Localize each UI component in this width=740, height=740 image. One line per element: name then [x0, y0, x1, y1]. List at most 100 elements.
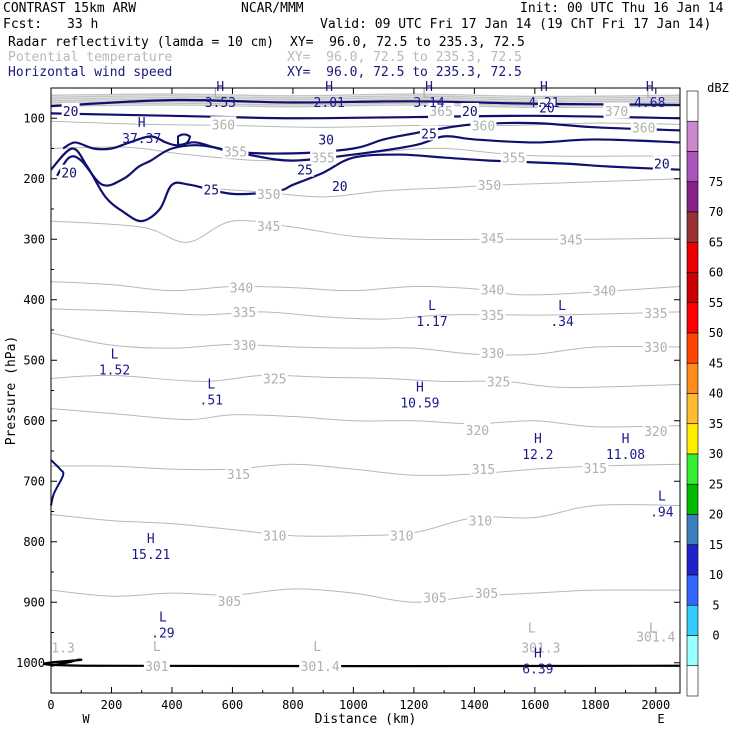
colorbar-cell: [686, 272, 699, 304]
axes: 0 200 400 600 800 1000 1200 1400 1600 1800 2000 100…: [4, 88, 680, 727]
x-axis-label: Distance (km): [315, 712, 417, 727]
y-tick-label: 700: [23, 474, 45, 488]
theta-label-350-bg: [476, 176, 503, 192]
theta-label-310-bg: [261, 527, 288, 543]
colorbar-label: 40: [709, 387, 723, 401]
y-tick-label: 300: [23, 232, 45, 246]
theta-label-350: 350: [257, 188, 280, 203]
theta-label-305: 305: [423, 591, 446, 606]
x-end-label-west: W: [82, 712, 90, 726]
theta-label-misc: 301: [145, 660, 168, 675]
theta-label-355-bg: [310, 149, 337, 165]
theta-label-335-bg: [642, 305, 669, 321]
theta-extreme-L: L: [649, 622, 657, 637]
colorbar-cell: [686, 181, 699, 213]
wind-extreme-value: .34: [550, 315, 574, 330]
theta-label-310-bg: [467, 512, 494, 528]
wind-extreme-L: L: [558, 299, 566, 314]
wind-label-20-bg: [60, 164, 79, 180]
wind-extreme-H: H: [534, 647, 542, 662]
reflectivity-contour: [50, 459, 65, 506]
theta-label-335: 335: [481, 309, 504, 324]
wind-contour-closed: [177, 133, 192, 146]
wind-extreme-H: H: [646, 80, 654, 95]
theta-label-305-bg: [422, 589, 449, 605]
theta-extreme-L: L: [213, 87, 221, 102]
y-tick-label: 100: [23, 111, 45, 125]
theta-label-360: 360: [472, 120, 495, 135]
colorbar-cell: [686, 151, 699, 183]
theta-label-320: 320: [644, 425, 667, 440]
theta-label-345-bg: [479, 230, 506, 246]
colorbar-label: 5: [712, 598, 719, 612]
theta-label-315-bg: [582, 459, 609, 475]
colorbar-cell: [686, 302, 699, 334]
theta-label-325: 325: [487, 375, 510, 390]
theta-line-340: [50, 281, 681, 296]
theta-label-355-bg: [222, 143, 249, 159]
theta-label-340: 340: [481, 283, 504, 298]
colorbar-cell: [686, 483, 699, 515]
y-tick-label: 400: [23, 293, 45, 307]
wind-extreme-L: L: [111, 347, 119, 362]
wind-extreme-value: .94: [650, 505, 674, 520]
theta-label-330-bg: [479, 344, 506, 360]
theta-label-misc-bg: [50, 639, 77, 655]
theta-extreme-L: L: [528, 622, 536, 637]
colorbar-cell: [686, 90, 699, 122]
colorbar: 0 5 10 15 20 25 30 35 40 45 50 55 60 65 70 75 dBZ: [686, 81, 729, 697]
theta-label-335-bg: [479, 306, 506, 322]
wind-label-20-bg: [537, 99, 556, 115]
theta-line-345: [50, 220, 681, 243]
x-tick-label: 1000: [339, 698, 368, 712]
wind-label-25: 25: [297, 164, 313, 179]
x-tick-label: 1200: [399, 698, 428, 712]
x-tick-label: 1800: [581, 698, 610, 712]
x-tick-label: 200: [101, 698, 123, 712]
colorbar-cell: [686, 665, 699, 697]
wind-label-25: 25: [203, 184, 219, 199]
theta-label-345: 345: [481, 232, 504, 247]
colorbar-cell: [686, 241, 699, 273]
theta-line-330: [50, 332, 681, 356]
theta-label-315-bg: [470, 461, 497, 477]
wind-label-25: 25: [421, 127, 437, 142]
x-end-label-east: E: [657, 712, 664, 726]
theta-label-305-bg: [473, 585, 500, 601]
theta-label-360: 360: [212, 118, 235, 133]
theta-label-misc: 301.4: [301, 660, 340, 675]
colorbar-cell: [686, 544, 699, 576]
wind-extreme-value: 12.2: [522, 448, 553, 463]
theta-extreme-L: L: [153, 640, 161, 655]
theta-label-305-bg: [216, 593, 243, 609]
wind-extreme-L: L: [658, 489, 666, 504]
theta-line-325: [50, 374, 681, 389]
colorbar-cell: [686, 211, 699, 243]
y-tick-label: 900: [23, 595, 45, 609]
colorbar-label: 25: [709, 477, 723, 491]
wind-extreme-H: H: [622, 432, 630, 447]
theta-label-305: 305: [218, 595, 241, 610]
theta-label-335: 335: [233, 306, 256, 321]
wind-label-25-bg: [296, 161, 315, 177]
colorbar-label: 20: [709, 508, 723, 522]
wind-label-20: 20: [332, 180, 348, 195]
field-name-theta: Potential temperature: [8, 50, 173, 65]
field-xy-reflectivity: XY= 96.0, 72.5 to 235.3, 72.5: [290, 35, 525, 50]
colorbar-cell: [686, 574, 699, 606]
theta-label-misc-bg: [143, 657, 170, 673]
theta-label-340: 340: [593, 285, 616, 300]
theta-label-310: 310: [390, 530, 413, 545]
theta-label-325-bg: [485, 373, 512, 389]
theta-label-355-bg: [500, 149, 527, 165]
wind-extreme-value: 11.08: [606, 448, 645, 463]
model-title: CONTRAST 15km ARW: [3, 1, 137, 16]
colorbar-label: 30: [709, 447, 723, 461]
theta-label-325: 325: [263, 372, 286, 387]
colorbar-label: 60: [709, 266, 723, 280]
wind-extreme-value: 3.14: [413, 96, 444, 111]
theta-contours: [50, 93, 681, 603]
wind-contour-20: [50, 98, 681, 108]
wind-extreme-value: 1.17: [416, 315, 447, 330]
wind-extreme-value: 4.21: [528, 96, 559, 111]
